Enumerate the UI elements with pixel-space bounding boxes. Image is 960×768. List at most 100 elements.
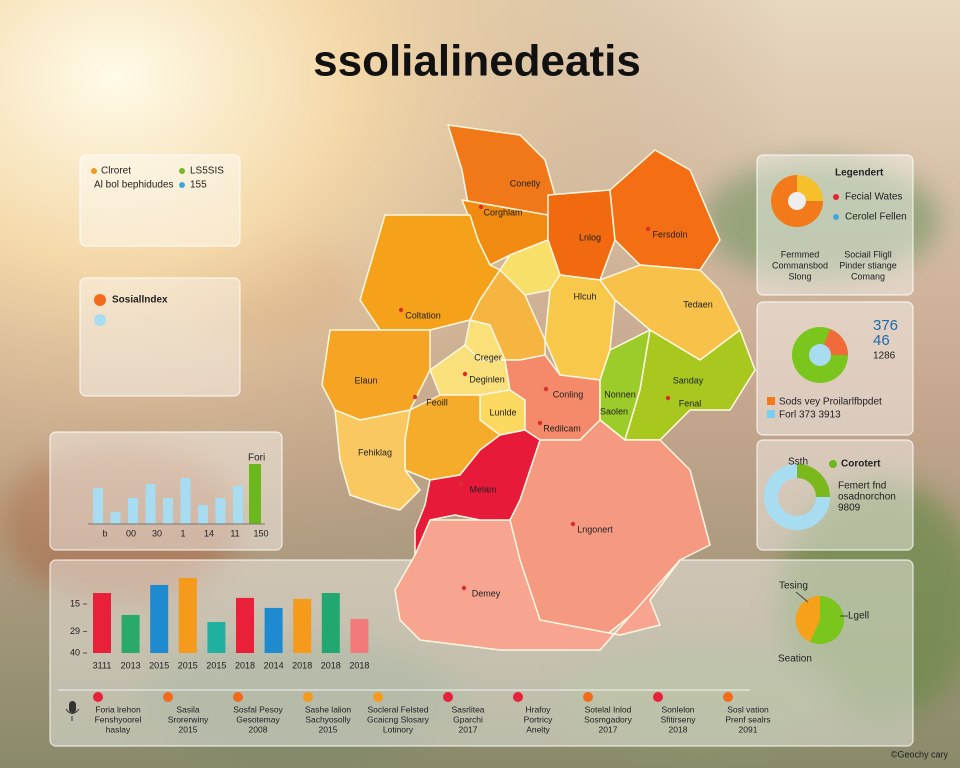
region-label: Redilcam: [543, 423, 581, 433]
region-label: Tedaen: [683, 299, 713, 309]
x-tick-label: 00: [126, 528, 136, 538]
strip-text: Lotinory: [383, 724, 414, 734]
x-tick-label: 2018: [321, 660, 341, 670]
x-tick-label: 14: [204, 528, 214, 538]
strip-text: 2017: [459, 724, 478, 734]
label: 155: [190, 180, 207, 191]
x-tick-label: 2015: [149, 660, 169, 670]
bar: [249, 464, 261, 524]
x-tick-label: b: [102, 528, 107, 538]
label: Pinder stiange: [839, 260, 897, 270]
strip-text: Sachyosolly: [305, 714, 351, 724]
strip-text: Socleral Felsted: [368, 704, 429, 714]
x-tick-label: 2018: [292, 660, 312, 670]
region-label: Conetly: [510, 178, 541, 188]
label: 9809: [838, 503, 861, 514]
label: 46: [873, 332, 890, 349]
icon: [443, 692, 453, 702]
bar: [198, 505, 208, 524]
region-label: Deginlen: [469, 374, 505, 384]
region-label: Lnlog: [579, 232, 601, 242]
label: LS5SIS: [190, 166, 224, 177]
icon: [513, 692, 523, 702]
region-label: Melam: [469, 484, 496, 494]
strip-text: Sashe lalion: [305, 704, 352, 714]
bar: [178, 577, 197, 653]
label: Sosiallndex: [112, 295, 168, 306]
strip-text: 2015: [179, 724, 198, 734]
region-label: Creger: [474, 352, 502, 362]
x-tick-label: 1: [180, 528, 185, 538]
bar: [293, 598, 312, 653]
label: Sods vey Proilarlfbpdet: [779, 397, 882, 408]
marker: [398, 307, 404, 313]
strip-text: Sosl vation: [727, 704, 769, 714]
icon: [233, 692, 243, 702]
title: ssolialinedeatis: [313, 37, 641, 86]
strip-text: Sotelal Inlod: [585, 704, 632, 714]
region-label: Feoill: [426, 397, 448, 407]
region-label: Nonnen: [604, 389, 636, 399]
strip-text: 2008: [249, 724, 268, 734]
strip-text: 2091: [739, 724, 758, 734]
bar: [180, 478, 191, 524]
marker: [478, 204, 484, 210]
panel-b: Sosiallndex: [79, 277, 241, 397]
strip-text: Prenf sealrs: [725, 714, 770, 724]
bar: [350, 618, 369, 653]
strip-text: Fenshyoorel: [95, 714, 142, 724]
mic-icon: [65, 701, 80, 721]
bar: [93, 488, 103, 524]
legend-3: Ssth Corotert Femert fnd osadnorchon 980…: [756, 439, 914, 551]
strip-text: Sasila: [176, 704, 199, 714]
label: Fermmed: [781, 249, 820, 259]
label: Comang: [851, 271, 885, 281]
map: Conetly Corghlam Lnlog Fersdoln Hlcuh Tedaen C…: [321, 124, 756, 651]
x-tick-label: 11: [230, 528, 239, 538]
marker: [461, 585, 467, 591]
x-tick-label: 30: [152, 528, 162, 538]
legend-2: 376 46 1286 Sods vey Proilarlfbpdet Forl…: [756, 301, 914, 436]
icon: [373, 692, 383, 702]
marker: [645, 226, 651, 232]
marker: [537, 420, 543, 426]
marker: [412, 394, 418, 400]
label: Legendert: [835, 168, 884, 179]
region-label: Saolen: [600, 406, 628, 416]
bar: [150, 584, 169, 653]
strip-text: Gparchi: [453, 714, 483, 724]
strip-text: Gesotemay: [236, 714, 280, 724]
label: Forl 373 3913: [779, 410, 841, 421]
label: Fori: [248, 453, 265, 464]
main-chart: 15 29 40 3111 2013 2015 2015 2015 2018 2014 2018 20…: [70, 577, 369, 670]
region-label: Corghlam: [483, 207, 522, 217]
label: Lgell: [848, 611, 869, 622]
strip-text: Sosfal Pesoy: [233, 704, 283, 714]
small-chart: b 00 30 1 14 11 150: [88, 464, 269, 538]
marker: [570, 521, 576, 527]
panel-a: Clroret LS5SIS Al bol bephidudes 155: [79, 154, 241, 247]
region-label: Demey: [472, 588, 501, 598]
icon: [583, 692, 593, 702]
region-label: Fehiklag: [358, 447, 392, 457]
bar: [128, 498, 138, 524]
strip-text: Sasrlitea: [451, 704, 484, 714]
legend-1: Legendert Fecial Wates Cerolel Fellen Fe…: [756, 154, 914, 296]
bar: [321, 593, 340, 653]
label: Slong: [788, 271, 811, 281]
label: Cerolel Fellen: [845, 212, 907, 223]
region-label: Conling: [553, 389, 584, 399]
bar: [145, 484, 156, 524]
strip-text: Foria lrehon: [95, 704, 141, 714]
strip-text: 2018: [669, 724, 688, 734]
bar: [215, 498, 226, 524]
label: 1286: [873, 351, 896, 362]
y-tick-label: 40: [70, 647, 80, 657]
strip-text: Srorerwiny: [168, 714, 209, 724]
label: Tesing: [779, 581, 808, 592]
legend-4: Tesing Lgell Seation: [778, 581, 869, 665]
region-label: Hlcuh: [573, 291, 596, 301]
x-tick-label: 2018: [235, 660, 255, 670]
